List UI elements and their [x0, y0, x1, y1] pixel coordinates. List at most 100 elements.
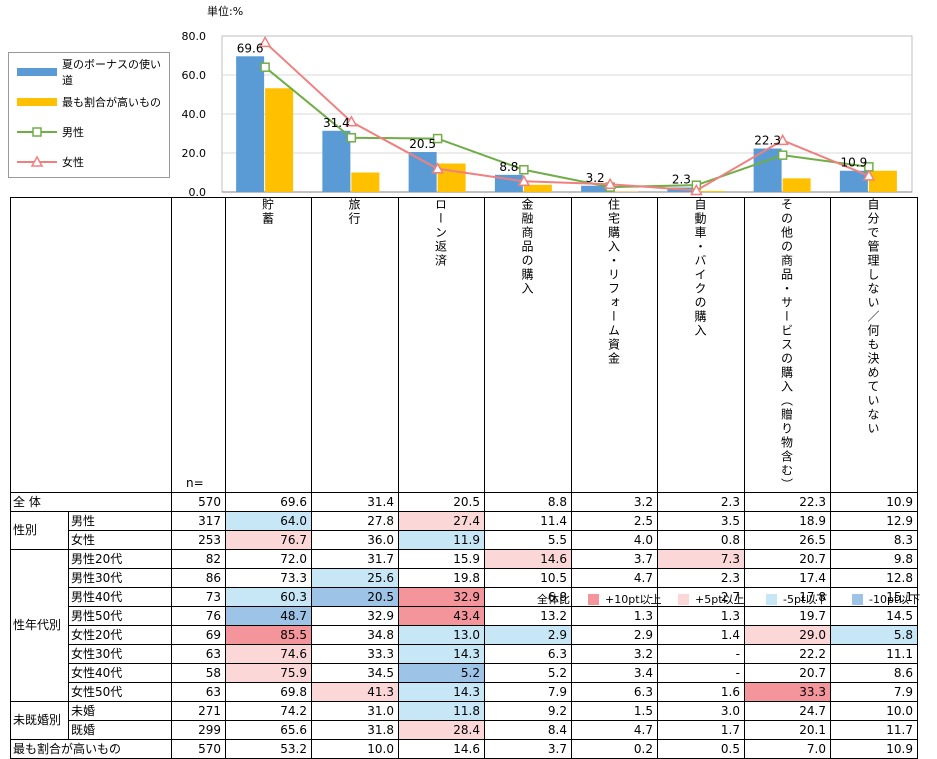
- table-cell: 25.6: [312, 569, 399, 588]
- column-header-4: 住宅購入・リフォーム資金: [572, 198, 658, 493]
- table-cell: 5.8: [831, 626, 918, 645]
- table-cell: 14.3: [399, 645, 485, 664]
- table-cell: -: [658, 645, 745, 664]
- table-cell: 10.0: [312, 740, 399, 759]
- row-sublabel: 女性: [69, 531, 172, 550]
- column-header-text: その他の商品・サービスの購入（贈り物含む）: [780, 198, 794, 492]
- row-sublabel: 女性50代: [69, 683, 172, 702]
- table-cell: 7.0: [745, 740, 831, 759]
- table-cell: 85.5: [226, 626, 312, 645]
- table-cell: 2.9: [485, 626, 572, 645]
- column-header-text: 自動車・バイクの購入: [693, 198, 707, 338]
- table-cell: 11.4: [485, 512, 572, 531]
- row-n: 63: [172, 683, 226, 702]
- table-cell: 11.9: [399, 531, 485, 550]
- legend-label: 男性: [62, 124, 84, 140]
- data-table: n=貯蓄旅行ローン返済金融商品の購入住宅購入・リフォーム資金自動車・バイクの購入…: [10, 197, 918, 759]
- table-cell: 5.5: [485, 531, 572, 550]
- row-n: 299: [172, 721, 226, 740]
- row-sublabel: 男性: [69, 512, 172, 531]
- row-group-label: 未既婚別: [11, 702, 69, 740]
- table-cell: 1.7: [658, 721, 745, 740]
- table-cell: 5.2: [399, 664, 485, 683]
- footer-label: +10pt以上: [605, 591, 662, 607]
- table-cell: 69.6: [226, 493, 312, 512]
- table-cell: 22.2: [745, 645, 831, 664]
- y-tick-label: 20.0: [182, 147, 207, 160]
- column-header-0: 貯蓄: [226, 198, 312, 493]
- row-sublabel: 女性30代: [69, 645, 172, 664]
- legend-swatch-line-red: [17, 155, 57, 169]
- row-n: 58: [172, 664, 226, 683]
- table-cell: -: [658, 664, 745, 683]
- data-label-0: 69.6: [237, 41, 264, 55]
- column-header-text: 自分で管理しない／何も決めていない: [866, 198, 880, 436]
- data-label-6: 22.3: [754, 134, 781, 148]
- table-cell: 74.2: [226, 702, 312, 721]
- table-cell: 1.3: [658, 607, 745, 626]
- table-cell: 69.8: [226, 683, 312, 702]
- row-sublabel: 女性40代: [69, 664, 172, 683]
- bar-bonus-use-1: [322, 131, 350, 192]
- table-cell: 26.5: [745, 531, 831, 550]
- table-cell: 4.7: [572, 721, 658, 740]
- table-cell: 1.5: [572, 702, 658, 721]
- table-cell: 22.3: [745, 493, 831, 512]
- bar-bonus-use-0: [236, 56, 264, 192]
- table-cell: 9.2: [485, 702, 572, 721]
- point-male-0: [261, 63, 269, 71]
- table-cell: 74.6: [226, 645, 312, 664]
- table-cell: 3.7: [572, 550, 658, 569]
- table-cell: 13.0: [399, 626, 485, 645]
- footer-title: 全体比: [537, 591, 570, 607]
- table-cell: 5.2: [485, 664, 572, 683]
- table-cell: 8.4: [485, 721, 572, 740]
- table-cell: 14.5: [831, 607, 918, 626]
- table-cell: 76.7: [226, 531, 312, 550]
- table-cell: 1.4: [658, 626, 745, 645]
- table-cell: 3.7: [485, 740, 572, 759]
- table-cell: 1.3: [572, 607, 658, 626]
- row-n: 73: [172, 588, 226, 607]
- table-cell: 34.5: [312, 664, 399, 683]
- table-cell: 43.4: [399, 607, 485, 626]
- table-cell: 72.0: [226, 550, 312, 569]
- table-cell: 12.8: [831, 569, 918, 588]
- legend-swatch-line-green: [17, 125, 57, 139]
- table-cell: 33.3: [312, 645, 399, 664]
- table-cell: 31.0: [312, 702, 399, 721]
- table-cell: 14.3: [399, 683, 485, 702]
- bar-highest-2: [438, 164, 466, 192]
- row-sublabel: 既婚: [69, 721, 172, 740]
- table-cell: 15.9: [399, 550, 485, 569]
- column-header-7: 自分で管理しない／何も決めていない: [831, 198, 918, 493]
- footer-swatch: [852, 594, 863, 605]
- row-n: 76: [172, 607, 226, 626]
- footer-swatch: [766, 594, 777, 605]
- column-header-2: ローン返済: [399, 198, 485, 493]
- table-cell: 65.6: [226, 721, 312, 740]
- legend-item-bonus-use: 夏のボーナスの使い道: [17, 65, 169, 79]
- header-blank: [11, 198, 172, 493]
- table-cell: 10.0: [831, 702, 918, 721]
- table-cell: 33.3: [745, 683, 831, 702]
- table-cell: 3.2: [572, 493, 658, 512]
- table-cell: 60.3: [226, 588, 312, 607]
- row-n: 271: [172, 702, 226, 721]
- row-n: 317: [172, 512, 226, 531]
- table-cell: 1.6: [658, 683, 745, 702]
- table-cell: 14.6: [399, 740, 485, 759]
- table-cell: 4.0: [572, 531, 658, 550]
- table-cell: 6.3: [572, 683, 658, 702]
- column-header-1: 旅行: [312, 198, 399, 493]
- data-label-4: 3.2: [586, 171, 605, 185]
- table-cell: 8.3: [831, 531, 918, 550]
- row-group-label: 性別: [11, 512, 69, 550]
- table-cell: 36.0: [312, 531, 399, 550]
